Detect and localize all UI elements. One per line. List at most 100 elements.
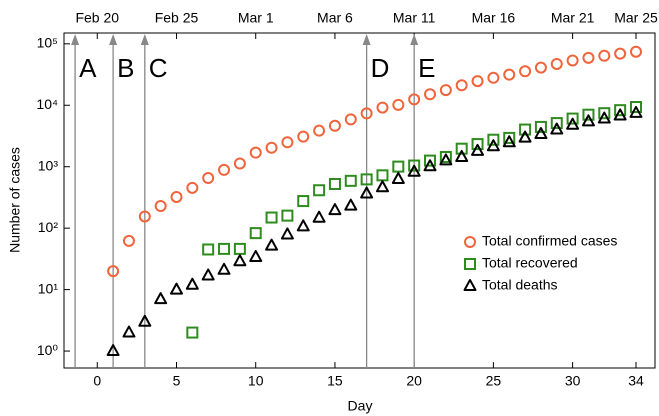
data-point xyxy=(582,108,595,121)
data-point xyxy=(313,124,326,137)
legend-marker xyxy=(464,258,476,270)
data-point xyxy=(217,262,231,275)
legend-marker xyxy=(463,279,477,291)
y-tick-label: 10³ xyxy=(38,157,59,173)
data-point xyxy=(439,84,452,97)
data-point xyxy=(186,181,199,194)
data-point xyxy=(519,65,532,78)
data-point xyxy=(518,130,532,143)
data-point xyxy=(312,210,326,223)
data-point xyxy=(423,159,437,172)
data-point xyxy=(455,142,468,155)
data-point xyxy=(265,141,278,154)
data-point xyxy=(218,163,231,176)
x2-tick-label: Mar 6 xyxy=(317,10,353,26)
annotation-label: B xyxy=(117,53,134,83)
data-point xyxy=(629,45,642,58)
y-tick-label: 10¹ xyxy=(38,280,59,296)
legend-label: Total recovered xyxy=(482,255,578,271)
x2-tick-label: Mar 1 xyxy=(238,10,274,26)
data-point xyxy=(265,211,278,224)
legend-label: Total deaths xyxy=(482,277,558,293)
data-point xyxy=(328,203,342,216)
x-tick-label: 25 xyxy=(486,373,502,389)
data-point xyxy=(391,172,405,185)
data-point xyxy=(202,243,215,256)
data-point xyxy=(597,111,611,124)
data-point xyxy=(534,127,548,140)
data-point xyxy=(280,227,294,240)
data-point xyxy=(154,292,168,305)
data-point xyxy=(138,210,151,223)
data-point xyxy=(566,117,580,130)
data-point xyxy=(582,51,595,64)
data-point xyxy=(233,157,246,170)
data-point xyxy=(202,172,215,185)
x-tick-label: 20 xyxy=(406,373,422,389)
data-point xyxy=(503,131,516,144)
data-point xyxy=(392,160,405,173)
data-point xyxy=(218,242,231,255)
data-point xyxy=(614,47,627,60)
x2-tick-label: Mar 16 xyxy=(472,10,516,26)
x2-tick-label: Feb 25 xyxy=(155,10,199,26)
data-point xyxy=(297,130,310,143)
data-point xyxy=(392,98,405,111)
annotation-arrow xyxy=(140,34,149,45)
data-point xyxy=(550,117,563,130)
annotation-label: E xyxy=(418,53,435,83)
data-point xyxy=(471,75,484,88)
data-point xyxy=(471,138,484,151)
data-point xyxy=(566,54,579,67)
data-point xyxy=(344,198,358,211)
x2-tick-label: Mar 25 xyxy=(614,10,658,26)
x2-tick-label: Mar 11 xyxy=(393,10,436,26)
data-point xyxy=(360,186,374,199)
data-point xyxy=(281,136,294,149)
data-point xyxy=(629,101,642,114)
data-point xyxy=(106,344,120,357)
data-point xyxy=(424,154,437,167)
x-tick-label: 15 xyxy=(327,373,343,389)
data-point xyxy=(297,195,310,208)
data-point xyxy=(455,79,468,92)
x-tick-label: 5 xyxy=(173,373,181,389)
x2-tick-label: Feb 20 xyxy=(75,10,119,26)
data-point xyxy=(629,105,643,118)
data-point xyxy=(407,164,421,177)
data-point xyxy=(201,268,215,281)
x-tick-label: 10 xyxy=(248,373,264,389)
legend-label: Total confirmed cases xyxy=(482,233,617,249)
data-point xyxy=(534,61,547,74)
data-point xyxy=(328,178,341,191)
data-point xyxy=(186,326,199,339)
data-point xyxy=(408,93,421,106)
data-point xyxy=(487,71,500,84)
data-point xyxy=(503,68,516,81)
data-point xyxy=(107,265,120,278)
data-point xyxy=(455,149,469,162)
data-point xyxy=(581,114,595,127)
data-point xyxy=(408,159,421,172)
x-tick-label: 0 xyxy=(93,373,101,389)
data-point xyxy=(281,209,294,222)
data-point xyxy=(169,282,183,295)
data-point xyxy=(550,57,563,70)
data-point xyxy=(249,227,262,240)
data-point xyxy=(233,242,246,255)
data-point xyxy=(233,254,247,267)
data-point xyxy=(550,122,564,135)
x2-tick-label: Mar 21 xyxy=(551,10,595,26)
data-point xyxy=(519,123,532,136)
data-point xyxy=(328,119,341,132)
data-point xyxy=(424,88,437,101)
data-point xyxy=(296,219,310,232)
plot-frame xyxy=(63,32,656,369)
y-tick-label: 10⁰ xyxy=(37,342,59,358)
y-axis-label: Number of cases xyxy=(7,147,23,253)
x-axis-label: Day xyxy=(348,398,373,414)
y-tick-label: 10² xyxy=(38,219,59,235)
data-point xyxy=(360,107,373,120)
